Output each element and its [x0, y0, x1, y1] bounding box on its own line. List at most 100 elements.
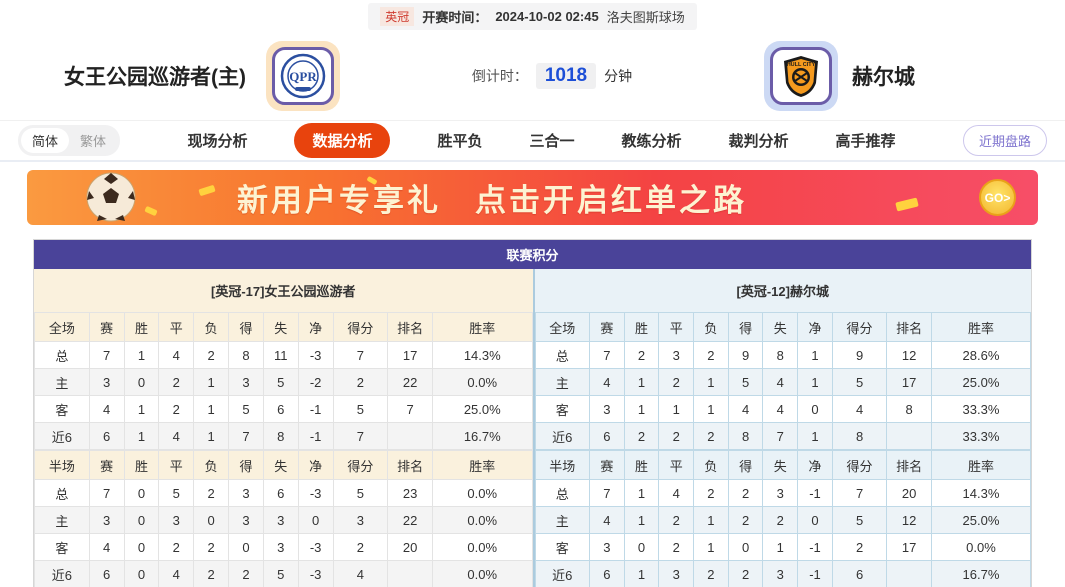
- stat-cell: [886, 560, 932, 587]
- column-header: 胜率: [432, 312, 533, 342]
- table-row: 总 7 1 4 2 2 3 -1 7 20 14.3%: [534, 479, 1032, 507]
- tab-高手推荐[interactable]: 高手推荐: [836, 123, 896, 158]
- stat-cell: 7: [589, 341, 625, 369]
- promo-banner[interactable]: 新用户专享礼 点击开启红单之路 GO>: [27, 170, 1038, 225]
- stat-cell: 2: [193, 479, 230, 507]
- stat-cell: 1: [797, 422, 833, 450]
- hull-city-crest-icon: HULL CITY: [764, 41, 838, 111]
- stat-cell: 3: [589, 533, 625, 561]
- stat-cell: 0: [123, 560, 160, 587]
- stat-cell: 0: [228, 533, 264, 561]
- table-row: 客 3 1 1 1 4 4 0 4 8 33.3%: [534, 395, 1032, 423]
- recent-trend-button[interactable]: 近期盘路: [962, 125, 1047, 156]
- row-label: 主: [34, 506, 90, 534]
- stat-cell: 2: [693, 422, 729, 450]
- confetti: [198, 184, 216, 197]
- stat-cell: 20: [886, 479, 932, 507]
- home-team-stats: [英冠-17]女王公园巡游者 全场赛胜平负得失净得分 排名 胜率总 7 1 4 2 8 11 -3…: [34, 269, 533, 587]
- tab-裁判分析[interactable]: 裁判分析: [729, 123, 789, 158]
- go-icon[interactable]: GO>: [979, 179, 1016, 216]
- stat-cell: 2: [158, 368, 195, 396]
- column-header: 半场: [534, 450, 590, 480]
- tab-现场分析[interactable]: 现场分析: [187, 123, 247, 158]
- stat-cell: 1: [623, 368, 660, 396]
- column-header: 赛: [589, 450, 625, 480]
- stat-cell: 3: [88, 506, 125, 534]
- column-header: 净: [797, 450, 833, 480]
- stat-cell: 16.7%: [432, 422, 533, 450]
- language-toggle[interactable]: 简体 繁体: [18, 125, 121, 156]
- lang-traditional[interactable]: 繁体: [80, 134, 107, 149]
- stat-cell: 1: [762, 533, 799, 561]
- column-header: 平: [158, 450, 195, 480]
- table-row: 近6 6 0 4 2 2 5 -3 4 0.0%: [34, 560, 533, 587]
- table-title: 联赛积分: [34, 240, 1031, 269]
- qpr-crest-icon: QPR: [266, 41, 340, 111]
- table-row: 近6 6 1 3 2 2 3 -1 6 16.7%: [534, 560, 1032, 587]
- column-header: 净: [297, 450, 334, 480]
- tab-胜平负[interactable]: 胜平负: [437, 123, 482, 158]
- banner-title: 新用户专享礼 点击开启红单之路: [237, 183, 747, 218]
- stat-cell: 1: [623, 395, 660, 423]
- stat-cell: 3: [262, 506, 299, 534]
- stat-cell: 0.0%: [432, 533, 533, 561]
- stat-cell: 7: [88, 479, 125, 507]
- stat-cell: 2: [658, 422, 695, 450]
- stat-cell: 2: [727, 479, 764, 507]
- stat-cell: 7: [589, 479, 625, 507]
- stat-cell: 4: [88, 533, 125, 561]
- stat-cell: 0.0%: [432, 506, 533, 534]
- tab-教练分析[interactable]: 教练分析: [622, 123, 682, 158]
- lang-simplified[interactable]: 简体: [21, 128, 70, 153]
- stat-cell: 2: [193, 341, 230, 369]
- table-row: 总 7 0 5 2 3 6 -3 5 23 0.0%: [34, 479, 533, 507]
- stat-cell: 7: [88, 341, 125, 369]
- table-row: 主 4 1 2 1 2 2 0 5 12 25.0%: [534, 506, 1032, 534]
- stat-cell: 3: [228, 479, 264, 507]
- stat-cell: 33.3%: [930, 422, 1032, 450]
- stat-cell: -3: [297, 533, 334, 561]
- stat-cell: 5: [332, 479, 389, 507]
- stat-cell: 6: [262, 479, 299, 507]
- tab-三合一[interactable]: 三合一: [530, 123, 575, 158]
- column-header: 负: [693, 450, 729, 480]
- soccer-ball-icon: [85, 171, 137, 225]
- stat-cell: 0: [727, 533, 764, 561]
- stat-cell: 4: [762, 368, 799, 396]
- stat-cell: 0: [123, 479, 160, 507]
- column-header: 净: [797, 312, 833, 342]
- stat-cell: 3: [262, 533, 299, 561]
- column-header: 平: [658, 450, 695, 480]
- stat-cell: 2: [623, 341, 660, 369]
- stat-cell: 17: [886, 368, 932, 396]
- stat-cell: 6: [831, 560, 888, 587]
- stat-cell: 1: [693, 533, 729, 561]
- stat-cell: 16.7%: [930, 560, 1032, 587]
- column-header: 得: [228, 450, 264, 480]
- stat-cell: 1: [123, 422, 160, 450]
- venue-name: 洛夫图斯球场: [606, 9, 685, 25]
- stat-cell: 3: [228, 368, 264, 396]
- home-section-title: [英冠-17]女王公园巡游者: [34, 269, 533, 312]
- stat-cell: 12: [886, 506, 932, 534]
- table-row: 客 4 1 2 1 5 6 -1 5 7 25.0%: [34, 395, 533, 423]
- stat-cell: 4: [88, 395, 125, 423]
- stat-cell: 5: [158, 479, 195, 507]
- row-label: 主: [34, 368, 90, 396]
- tab-数据分析[interactable]: 数据分析: [294, 123, 391, 158]
- stat-cell: 2: [658, 533, 695, 561]
- kickoff-label: 开赛时间：: [422, 9, 488, 25]
- table-row: 主 3 0 3 0 3 3 0 3 22 0.0%: [34, 506, 533, 534]
- column-header: 负: [693, 312, 729, 342]
- stat-cell: 1: [123, 395, 160, 423]
- home-half-table: 半场赛胜平负得失净得分 排名 胜率总 7 0 5 2 3 6 -3 5 23 0.0% 主 3 0 3 0 3 3 0 3…: [34, 450, 533, 587]
- stat-cell: 17: [886, 533, 932, 561]
- stat-cell: 22: [387, 506, 433, 534]
- row-label: 总: [34, 341, 90, 369]
- stat-cell: 6: [262, 395, 299, 423]
- stat-cell: 9: [727, 341, 764, 369]
- column-header: 胜率: [930, 450, 1032, 480]
- row-label: 客: [34, 395, 90, 423]
- column-header: 得: [228, 312, 264, 342]
- stat-cell: 0: [123, 368, 160, 396]
